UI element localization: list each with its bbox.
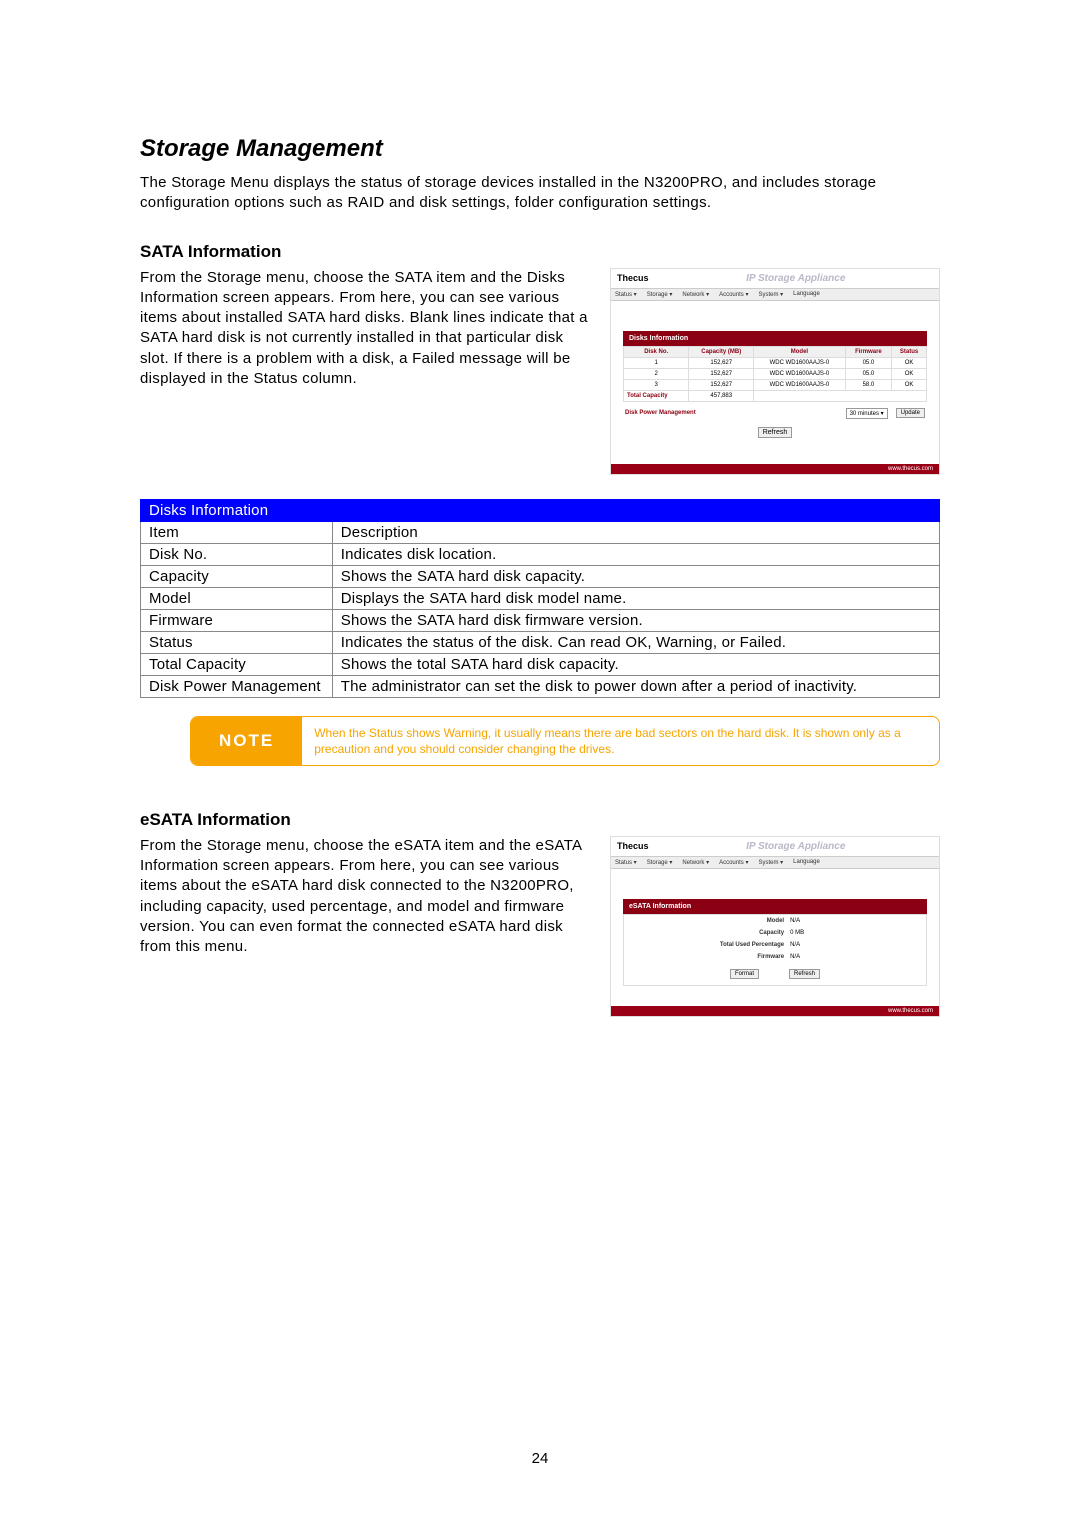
sata-screenshot: Thecus IP Storage Appliance Status ▾ Sto… xyxy=(610,268,940,475)
sata-heading: SATA Information xyxy=(140,242,940,262)
sata-paragraph: From the Storage menu, choose the SATA i… xyxy=(140,268,590,390)
refresh-button[interactable]: Refresh xyxy=(758,427,793,438)
desc-header: Disks Information xyxy=(141,499,940,521)
format-button[interactable]: Format xyxy=(730,969,759,979)
intro-paragraph: The Storage Menu displays the status of … xyxy=(140,173,940,214)
table-row: 1152,627WDC WD1600AAJS-005.0OK xyxy=(624,357,927,368)
nav-accounts[interactable]: Accounts ▾ xyxy=(719,291,748,298)
esata-heading: eSATA Information xyxy=(140,810,940,830)
disks-table: Disk No. Capacity (MB) Model Firmware St… xyxy=(623,346,927,402)
mockup-logo: Thecus xyxy=(617,273,649,283)
table-row: 2152,627WDC WD1600AAJS-005.0OK xyxy=(624,368,927,379)
col-firmware: Firmware xyxy=(845,346,891,357)
mockup-logo: Thecus xyxy=(617,841,649,851)
mockup-title: IP Storage Appliance xyxy=(659,273,933,284)
nav-status[interactable]: Status ▾ xyxy=(615,291,637,298)
nav-storage[interactable]: Storage ▾ xyxy=(647,291,673,298)
desc-col-item: Item xyxy=(141,521,333,543)
nav-network[interactable]: Network ▾ xyxy=(682,859,709,866)
update-button[interactable]: Update xyxy=(896,408,925,418)
mockup-title: IP Storage Appliance xyxy=(659,841,933,852)
total-row: Total Capacity457,883 xyxy=(624,390,927,401)
col-diskno: Disk No. xyxy=(624,346,689,357)
nav-network[interactable]: Network ▾ xyxy=(682,291,709,298)
col-capacity: Capacity (MB) xyxy=(689,346,754,357)
disks-info-header: Disks Information xyxy=(623,331,927,346)
note-label: NOTE xyxy=(191,717,302,765)
col-model: Model xyxy=(754,346,846,357)
page-number: 24 xyxy=(0,1450,1080,1467)
table-row: 3152,627WDC WD1600AAJS-058.0OK xyxy=(624,379,927,390)
mockup-footer: www.thecus.com xyxy=(611,1006,939,1016)
mockup-footer: www.thecus.com xyxy=(611,464,939,474)
nav-language[interactable]: Language xyxy=(793,859,820,866)
main-heading: Storage Management xyxy=(140,135,940,163)
nav-status[interactable]: Status ▾ xyxy=(615,859,637,866)
col-status: Status xyxy=(892,346,927,357)
esata-paragraph: From the Storage menu, choose the eSATA … xyxy=(140,836,590,958)
note-box: NOTE When the Status shows Warning, it u… xyxy=(190,716,940,766)
esata-screenshot: Thecus IP Storage Appliance Status ▾ Sto… xyxy=(610,836,940,1017)
nav-accounts[interactable]: Accounts ▾ xyxy=(719,859,748,866)
esata-info-header: eSATA Information xyxy=(623,899,927,914)
refresh-button[interactable]: Refresh xyxy=(789,969,820,979)
nav-storage[interactable]: Storage ▾ xyxy=(647,859,673,866)
nav-system[interactable]: System ▾ xyxy=(758,291,783,298)
disks-description-table: Disks Information ItemDescription Disk N… xyxy=(140,499,940,698)
mockup-nav: Status ▾ Storage ▾ Network ▾ Accounts ▾ … xyxy=(611,856,939,869)
note-text: When the Status shows Warning, it usuall… xyxy=(302,717,939,765)
mockup-nav: Status ▾ Storage ▾ Network ▾ Accounts ▾ … xyxy=(611,288,939,301)
nav-system[interactable]: System ▾ xyxy=(758,859,783,866)
dpm-select[interactable]: 30 minutes ▾ xyxy=(846,408,888,419)
desc-col-desc: Description xyxy=(332,521,939,543)
dpm-label: Disk Power Management xyxy=(625,410,696,416)
nav-language[interactable]: Language xyxy=(793,291,820,298)
